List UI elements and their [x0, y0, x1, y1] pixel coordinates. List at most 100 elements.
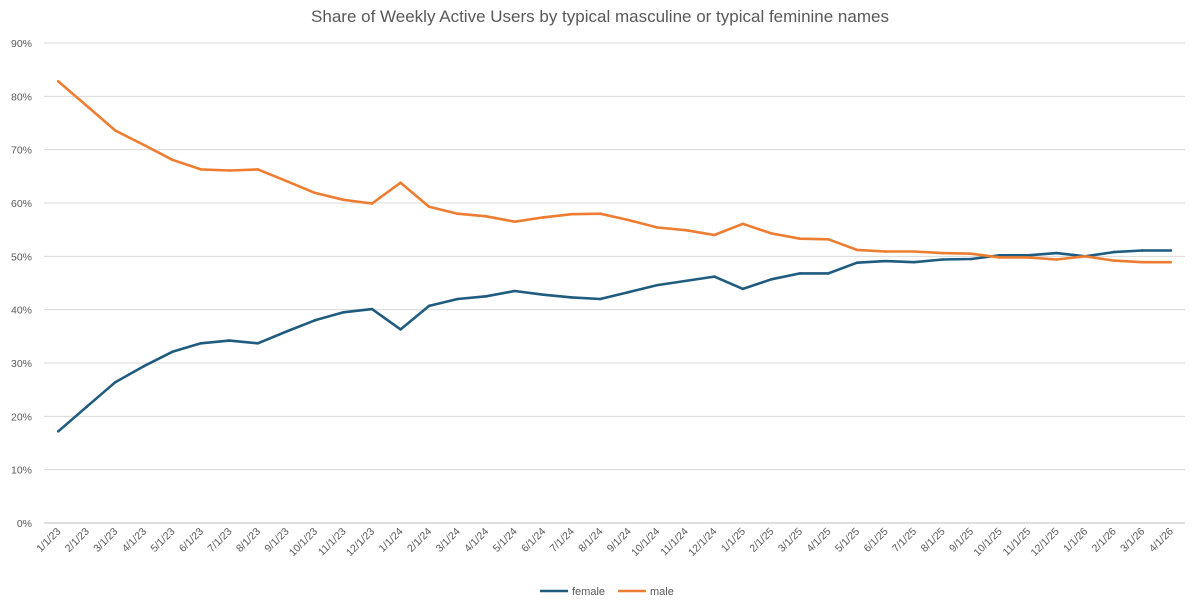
- data-point: [1083, 255, 1087, 258]
- data-point: [285, 330, 288, 333]
- data-point: [199, 341, 203, 345]
- data-point: [285, 179, 288, 183]
- data-point: [855, 261, 859, 265]
- data-point: [85, 104, 89, 108]
- data-point: [541, 216, 545, 219]
- x-tick-label: 5/1/25: [833, 526, 862, 555]
- x-tick-label: 12/1/23: [344, 526, 377, 559]
- series-line-female: [56, 249, 1172, 433]
- y-tick-label: 60%: [11, 198, 32, 210]
- x-tick-label: 8/1/23: [234, 526, 263, 555]
- data-point: [741, 287, 745, 291]
- x-tick-label: 5/1/23: [148, 526, 177, 555]
- x-tick-label: 10/1/23: [287, 526, 320, 559]
- data-point: [655, 226, 659, 229]
- data-point: [484, 295, 488, 298]
- data-point: [1112, 250, 1115, 254]
- series-points-female: [56, 249, 1173, 433]
- legend-item-female[interactable]: female: [540, 586, 605, 598]
- data-point: [1169, 260, 1173, 264]
- data-point: [570, 296, 574, 299]
- y-tick-label: 70%: [11, 145, 32, 157]
- data-point: [456, 212, 459, 215]
- data-point: [85, 405, 89, 409]
- y-tick-label: 30%: [11, 358, 32, 370]
- x-tick-label: 6/1/24: [519, 526, 548, 555]
- data-point: [827, 237, 830, 241]
- x-tick-label: 10/1/25: [971, 526, 1004, 559]
- data-point: [1026, 256, 1030, 259]
- data-point: [969, 252, 973, 255]
- data-point: [114, 380, 117, 384]
- x-tick-label: 3/1/25: [776, 526, 805, 555]
- data-point: [1055, 251, 1058, 255]
- data-point: [399, 181, 402, 185]
- data-point: [228, 169, 231, 172]
- data-point: [941, 251, 944, 255]
- legend-item-male[interactable]: male: [618, 586, 674, 598]
- data-point: [56, 80, 60, 83]
- data-point: [741, 222, 745, 226]
- data-point: [598, 297, 602, 301]
- series-points-male: [56, 80, 1173, 264]
- y-tick-label: 10%: [11, 465, 32, 477]
- legend-label: male: [650, 586, 674, 598]
- x-tick-label: 4/1/26: [1147, 526, 1176, 555]
- data-point: [1055, 258, 1058, 261]
- x-tick-label: 8/1/25: [919, 526, 948, 555]
- y-tick-label: 90%: [11, 38, 32, 50]
- data-point: [199, 168, 203, 171]
- x-tick-label: 4/1/25: [804, 526, 833, 555]
- data-point: [1026, 253, 1030, 257]
- x-tick-label: 3/1/23: [91, 526, 120, 555]
- data-point: [855, 248, 859, 252]
- x-tick-label: 4/1/23: [120, 526, 149, 555]
- x-axis-ticks: 1/1/23 2/1/23 3/1/23 4/1/23 5/1/23 6/1/23 7/1/…: [34, 526, 1176, 559]
- data-point: [456, 297, 459, 301]
- data-point: [770, 277, 773, 281]
- data-point: [171, 158, 174, 162]
- x-tick-label: 7/1/24: [548, 526, 577, 555]
- data-point: [1140, 260, 1144, 264]
- data-point: [770, 232, 773, 235]
- data-point: [427, 304, 431, 308]
- data-point: [1112, 259, 1115, 262]
- x-tick-label: 5/1/24: [491, 526, 520, 555]
- x-tick-label: 2/1/23: [63, 526, 92, 555]
- data-point: [370, 307, 374, 311]
- y-tick-label: 40%: [11, 305, 32, 317]
- x-tick-label: 6/1/23: [177, 526, 206, 555]
- data-point: [342, 311, 345, 314]
- data-point: [969, 257, 973, 261]
- data-point: [827, 272, 830, 275]
- data-point: [313, 191, 317, 195]
- x-tick-label: 4/1/24: [462, 526, 491, 555]
- x-tick-label: 3/1/26: [1118, 526, 1147, 555]
- x-tick-label: 2/1/24: [405, 526, 434, 555]
- data-point: [912, 260, 916, 264]
- data-point: [684, 279, 688, 283]
- data-point: [1169, 249, 1173, 252]
- y-tick-label: 0%: [17, 518, 32, 530]
- x-tick-label: 2/1/25: [747, 526, 776, 555]
- legend[interactable]: female male: [540, 586, 674, 598]
- data-point: [627, 218, 631, 222]
- x-tick-label: 12/1/24: [686, 526, 719, 559]
- data-point: [655, 283, 659, 287]
- data-point: [713, 275, 716, 278]
- data-point: [513, 220, 516, 223]
- data-point: [998, 256, 1001, 259]
- data-point: [1140, 249, 1144, 252]
- x-tick-label: 1/1/24: [377, 526, 406, 555]
- x-tick-label: 8/1/24: [576, 526, 605, 555]
- data-point: [941, 258, 944, 261]
- data-point: [570, 212, 574, 216]
- data-point: [114, 129, 117, 132]
- data-point: [256, 341, 260, 345]
- data-point: [541, 293, 545, 297]
- data-point: [912, 250, 916, 253]
- x-tick-label: 11/1/23: [316, 526, 349, 559]
- data-point: [142, 143, 146, 147]
- chart-title: Share of Weekly Active Users by typical …: [311, 7, 889, 26]
